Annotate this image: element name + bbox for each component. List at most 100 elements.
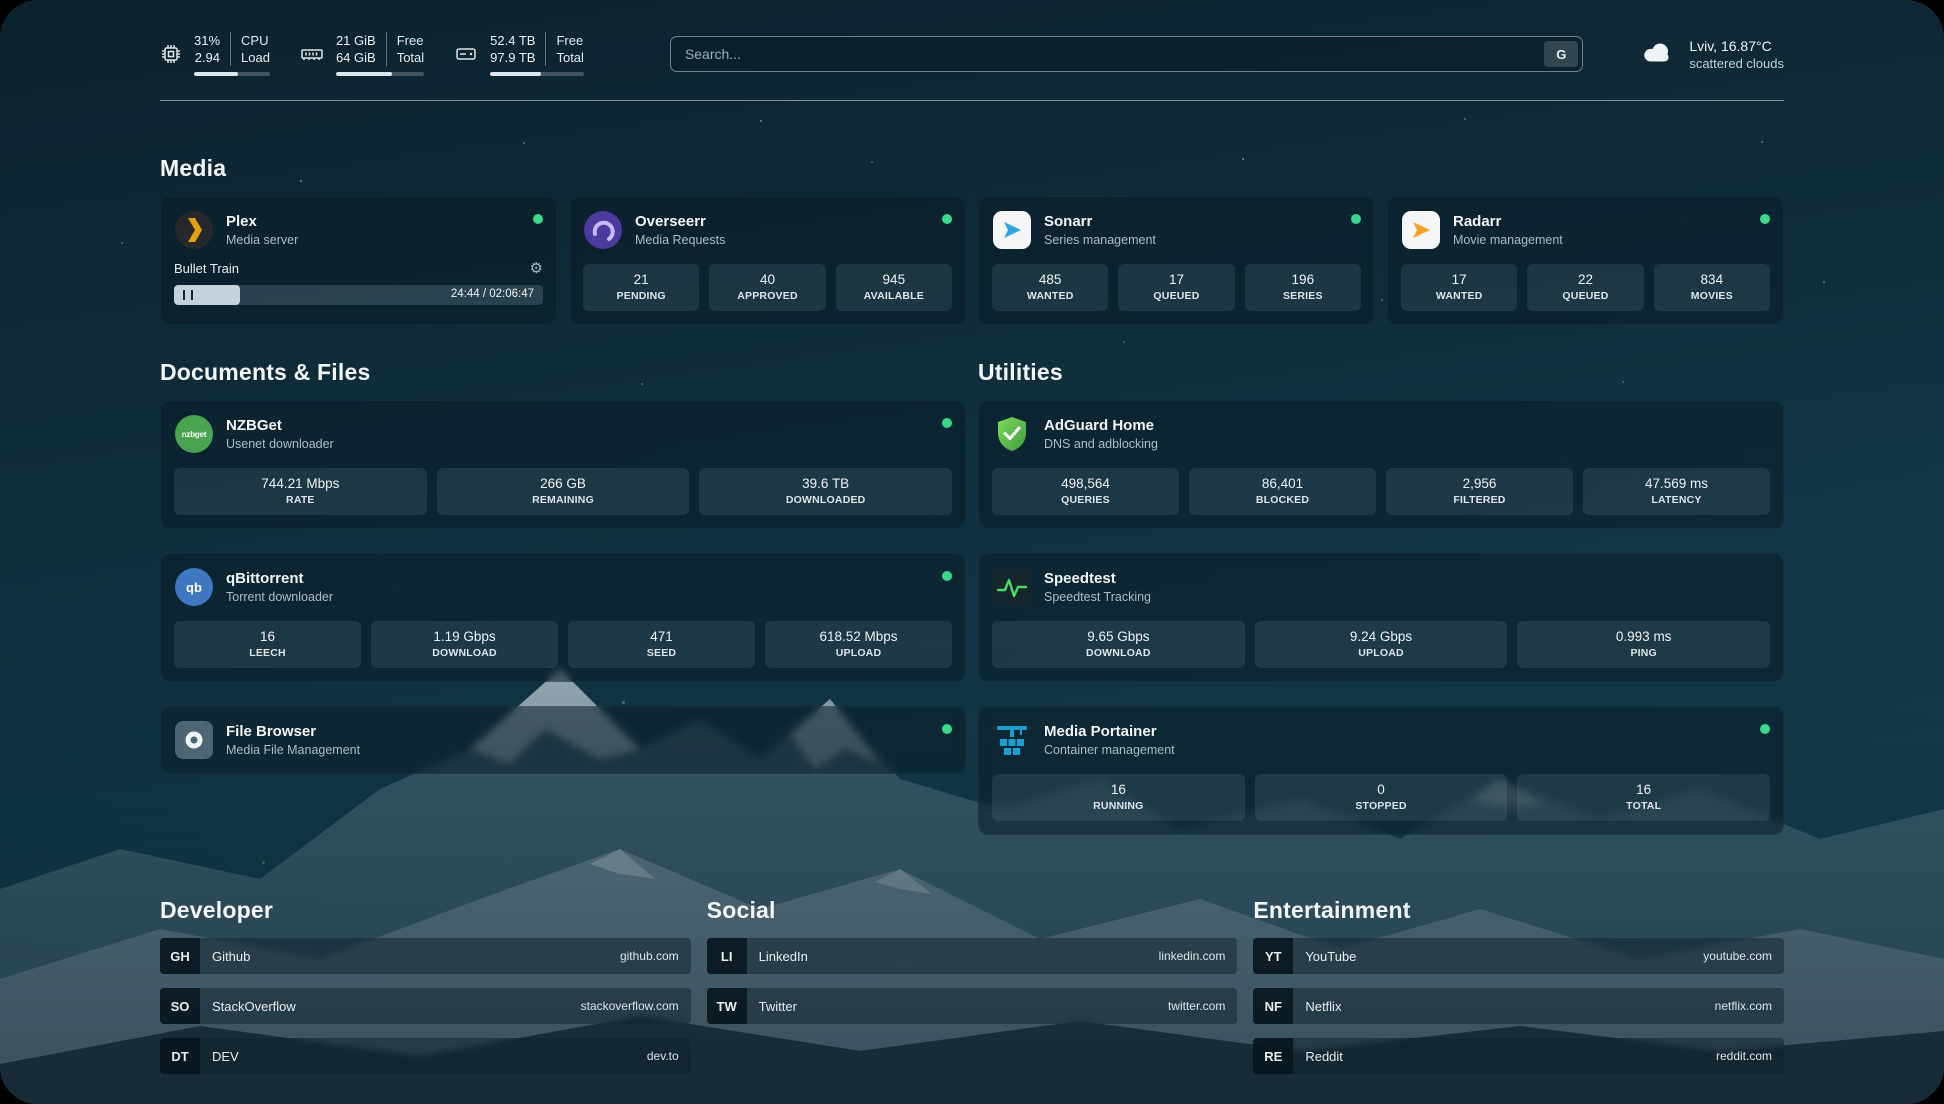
app-card-overseerr[interactable]: Overseerr Media Requests 21 PENDING — [569, 196, 966, 325]
playback-time: 24:44 / 02:06:47 — [450, 288, 534, 300]
stat-running: 16 RUNNING — [992, 774, 1245, 821]
cpu-chip-icon — [160, 43, 182, 65]
storage-free-label: Free — [556, 33, 584, 48]
app-card-radarr[interactable]: Radarr Movie management 17 WANTED 2 — [1387, 196, 1784, 325]
memory-total-label: Total — [396, 50, 425, 65]
radarr-icon — [1401, 210, 1441, 250]
speedtest-pulse-icon — [992, 567, 1032, 607]
stat-queries: 498,564 QUERIES — [992, 468, 1179, 515]
overseerr-icon — [583, 210, 623, 250]
stat-blocked: 86,401 BLOCKED — [1189, 468, 1376, 515]
status-indicator — [1760, 214, 1770, 224]
cpu-load-value: 2.94 — [194, 50, 221, 65]
netflix-icon: NF — [1253, 988, 1294, 1024]
status-indicator — [942, 418, 952, 428]
app-name: Speedtest — [1044, 570, 1116, 587]
app-card-plex[interactable]: Plex Media server Bullet Train ⚙ — [160, 196, 557, 325]
stat-rate: 744.21 Mbps RATE — [174, 468, 427, 515]
linkedin-icon: LI — [706, 938, 747, 974]
storage-progress-fill — [490, 72, 541, 76]
app-card-adguard[interactable]: AdGuard Home DNS and adblocking 498,564 … — [978, 400, 1784, 529]
memory-widget: 21 GiB 64 GiB Free Total — [300, 32, 425, 76]
bookmark-linkedin[interactable]: LI LinkedIn linkedin.com — [706, 938, 1238, 974]
cpu-label: CPU — [241, 33, 269, 48]
section-entertainment: Entertainment YT YouTube youtube.com NF … — [1253, 897, 1784, 1074]
section-title-documents: Documents & Files — [160, 359, 371, 385]
section-social: Social LI LinkedIn linkedin.com TW Twitt… — [706, 897, 1238, 1024]
top-divider — [160, 100, 1784, 101]
storage-progress-track — [490, 72, 584, 76]
weather-widget: Lviv, 16.87°C scattered clouds — [1639, 38, 1784, 71]
stat-wanted: 485 WANTED — [992, 264, 1109, 311]
search-input[interactable] — [669, 36, 1584, 72]
app-description: Media Requests — [635, 233, 726, 247]
stat-queued: 17 QUEUED — [1118, 264, 1235, 311]
stat-total: 16 TOTAL — [1517, 774, 1771, 821]
youtube-icon: YT — [1253, 938, 1294, 974]
app-description: Container management — [1044, 743, 1175, 757]
stat-stopped: 0 STOPPED — [1254, 774, 1508, 821]
stat-downloaded: 39.6 TB DOWNLOADED — [699, 468, 953, 515]
twitter-icon: TW — [706, 988, 747, 1024]
storage-total-label: Total — [556, 50, 584, 65]
weather-location-temp: Lviv, 16.87°C — [1689, 37, 1772, 54]
bookmark-stackoverflow[interactable]: SO StackOverflow stackoverflow.com — [160, 988, 691, 1024]
stat-filtered: 2,956 FILTERED — [1386, 468, 1573, 515]
stat-movies: 834 MOVIES — [1653, 264, 1770, 311]
cpu-percent: 31% — [194, 33, 221, 48]
app-description: Usenet downloader — [226, 437, 334, 451]
status-indicator — [1760, 724, 1770, 734]
stat-upload: 618.52 Mbps UPLOAD — [765, 621, 952, 668]
status-indicator — [942, 214, 952, 224]
stackoverflow-icon: SO — [160, 988, 200, 1024]
nzbget-icon: nzbget — [175, 415, 213, 453]
playback-progress-bar[interactable]: 24:44 / 02:06:47 — [174, 285, 543, 305]
section-developer: Developer GH Github github.com SO StackO… — [160, 897, 691, 1074]
now-playing-title: Bullet Train — [174, 261, 240, 276]
bookmark-reddit[interactable]: RE Reddit reddit.com — [1253, 1038, 1784, 1074]
github-icon: GH — [160, 938, 200, 974]
bookmark-twitter[interactable]: TW Twitter twitter.com — [706, 988, 1238, 1024]
portainer-crane-icon — [992, 720, 1032, 760]
stat-pending: 21 PENDING — [583, 264, 700, 311]
app-name: qBittorrent — [226, 570, 304, 587]
stat-approved: 40 APPROVED — [709, 264, 826, 311]
reddit-icon: RE — [1253, 1038, 1294, 1074]
hard-drive-icon — [454, 43, 478, 65]
app-card-filebrowser[interactable]: File Browser Media File Management — [160, 706, 966, 774]
app-card-sonarr[interactable]: Sonarr Series management 485 WANTED — [978, 196, 1375, 325]
pause-icon[interactable] — [183, 290, 193, 300]
stat-series: 196 SERIES — [1244, 264, 1361, 311]
memory-progress-track — [335, 72, 425, 76]
memory-total-value: 64 GiB — [335, 50, 376, 65]
app-card-qbittorrent[interactable]: qb qBittorrent Torrent downloader 16 — [160, 553, 966, 682]
stat-wanted: 17 WANTED — [1401, 264, 1518, 311]
app-description: Media server — [226, 233, 299, 247]
qbittorrent-icon: qb — [175, 568, 213, 606]
bookmark-github[interactable]: GH Github github.com — [160, 938, 691, 974]
dashboard-content: Media Plex — [0, 155, 1944, 1104]
gear-icon[interactable]: ⚙ — [529, 260, 543, 277]
bookmark-dev[interactable]: DT DEV dev.to — [160, 1038, 691, 1074]
top-bar: 31% 2.94 CPU Load — [0, 0, 1944, 76]
stat-latency: 47.569 ms LATENCY — [1583, 468, 1770, 515]
stat-available: 945 AVAILABLE — [835, 264, 952, 311]
section-title-social: Social — [706, 897, 776, 923]
bookmark-netflix[interactable]: NF Netflix netflix.com — [1253, 988, 1784, 1024]
section-title-entertainment: Entertainment — [1253, 897, 1411, 923]
status-indicator — [942, 724, 952, 734]
weather-condition: scattered clouds — [1689, 55, 1784, 71]
app-card-portainer[interactable]: Media Portainer Container management 16 … — [978, 706, 1784, 835]
section-title-developer: Developer — [160, 897, 274, 923]
memory-free-value: 21 GiB — [335, 33, 376, 48]
stat-download: 1.19 Gbps DOWNLOAD — [371, 621, 558, 668]
app-name: Overseerr — [635, 213, 706, 230]
app-card-nzbget[interactable]: nzbget NZBGet Usenet downloader 744.21 M… — [160, 400, 966, 529]
bookmark-youtube[interactable]: YT YouTube youtube.com — [1253, 938, 1784, 974]
status-indicator — [533, 214, 543, 224]
app-card-speedtest[interactable]: Speedtest Speedtest Tracking 9.65 Gbps D… — [978, 553, 1784, 682]
search-engine-button[interactable]: G — [1544, 41, 1579, 67]
cpu-progress-track — [194, 72, 270, 76]
stat-upload: 9.24 Gbps UPLOAD — [1254, 621, 1508, 668]
